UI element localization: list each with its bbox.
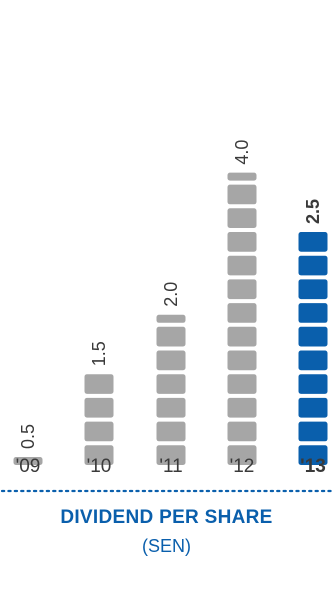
bar-block: [298, 397, 328, 418]
bar-block: [227, 232, 257, 252]
x-tick-label: '13: [300, 456, 326, 477]
bar-block: [227, 208, 257, 228]
bar-block: [227, 303, 257, 323]
bar-value-label: 2.5: [303, 199, 323, 224]
bar-block: [84, 374, 114, 394]
bar-block: [298, 421, 328, 442]
bar-value-label: 1.5: [89, 341, 109, 366]
bar-block: [298, 279, 328, 300]
bar-value-label: 4.0: [232, 140, 252, 165]
bar-block: [227, 421, 257, 442]
chart-title: DIVIDEND PER SHARE: [60, 507, 273, 528]
x-tick-label: '10: [87, 456, 112, 477]
bar-block: [156, 445, 186, 465]
bar-block: [227, 445, 257, 465]
x-axis-ticks: '09 '10 '11 '12 '13: [16, 456, 326, 477]
bar-block: [84, 421, 114, 442]
x-tick-label: '09: [16, 456, 41, 477]
bar-block: [156, 374, 186, 394]
bar-block: [298, 255, 328, 276]
bar-block: [227, 255, 257, 276]
bar-block: [227, 279, 257, 300]
bar-block: [227, 397, 257, 418]
bars-layer: [13, 172, 328, 465]
bar-block: [227, 184, 257, 205]
bar-block: [156, 397, 186, 418]
x-tick-label: '11: [159, 456, 182, 477]
bar-block: [227, 326, 257, 347]
bar-block: [227, 374, 257, 394]
bar-block: [84, 397, 114, 418]
bar-block-partial: [13, 457, 43, 465]
x-tick-label: '12: [230, 456, 255, 477]
bar-block: [227, 350, 257, 371]
bar-block: [298, 326, 328, 347]
bar-block: [298, 350, 328, 371]
chart-subtitle: (SEN): [142, 536, 191, 556]
bar-block: [84, 445, 114, 465]
bar-block: [156, 326, 186, 347]
bar-block: [298, 374, 328, 394]
bar-block: [156, 421, 186, 442]
bar-block: [298, 445, 328, 465]
bar-block-partial: [227, 172, 257, 181]
bar-block: [298, 303, 328, 323]
bar-value-label: 2.0: [161, 282, 181, 307]
bar-block: [156, 350, 186, 371]
bar-block-partial: [156, 314, 186, 323]
bar-block: [298, 232, 328, 252]
value-labels-layer: 0.5 1.5 2.0 4.0 2.5: [18, 140, 323, 449]
bar-value-label: 0.5: [18, 424, 38, 449]
